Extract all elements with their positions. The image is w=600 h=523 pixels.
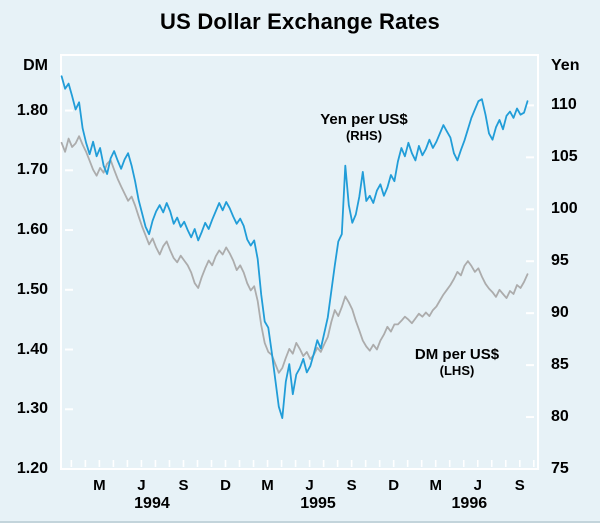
series-annotation-dm-name: DM per US$ (414, 346, 500, 363)
right-axis-tick-label: 90 (551, 304, 569, 322)
x-axis-month-label: J (137, 477, 146, 494)
right-axis-tick-label: 75 (551, 460, 569, 477)
series-annotation-yen-name: Yen per US$ (320, 111, 408, 128)
chart-title: US Dollar Exchange Rates (160, 9, 440, 34)
x-axis-month-label: M (261, 477, 274, 494)
right-axis-tick-label: 95 (551, 252, 569, 270)
left-axis-tick-label: 1.20 (16, 460, 48, 477)
left-axis-tick-label: 1.50 (16, 280, 48, 298)
right-axis-tick-label: 80 (551, 408, 569, 426)
x-axis-month-label: J (473, 477, 482, 494)
x-axis-year-label: 1994 (134, 495, 170, 512)
x-axis-month-label: J (305, 477, 314, 494)
bottom-edge-line (0, 521, 600, 523)
left-axis-tick-label: 1.30 (16, 400, 48, 418)
right-axis-unit-label: Yen (551, 57, 580, 74)
left-axis-unit-label: DM (23, 57, 48, 74)
series-line-dm (60, 135, 529, 374)
right-axis-tick-label: 105 (551, 148, 578, 166)
series-annotation-dm-axis: (LHS) (439, 363, 475, 378)
x-axis-month-label: M (93, 477, 106, 494)
x-axis-month-label: M (429, 477, 442, 494)
plot-frame (60, 54, 539, 470)
series-line-yen (60, 75, 529, 420)
right-axis-tick-label: 85 (551, 356, 569, 374)
left-axis-tick-label: 1.80 (16, 101, 48, 119)
x-axis-month-label: D (388, 477, 400, 494)
x-axis-month-label: S (346, 477, 357, 494)
left-axis-tick-label: 1.40 (16, 340, 48, 358)
left-axis-tick-label: 1.70 (16, 161, 48, 179)
series-annotation-yen: Yen per US$ (RHS) (320, 111, 408, 143)
left-axis-tick-label: 1.60 (16, 221, 48, 239)
right-axis-tick-label: 100 (551, 200, 578, 218)
right-axis-tick-label: 110 (551, 96, 577, 114)
x-axis-month-label: S (514, 477, 525, 494)
x-axis-month-label: S (178, 477, 189, 494)
series-annotation-yen-axis: (RHS) (345, 128, 383, 143)
x-axis-month-label: D (220, 477, 231, 494)
x-axis-year-label: 1996 (451, 495, 488, 512)
x-axis-year-label: 1995 (300, 495, 336, 512)
series-annotation-dm: DM per US$ (LHS) (415, 346, 499, 378)
